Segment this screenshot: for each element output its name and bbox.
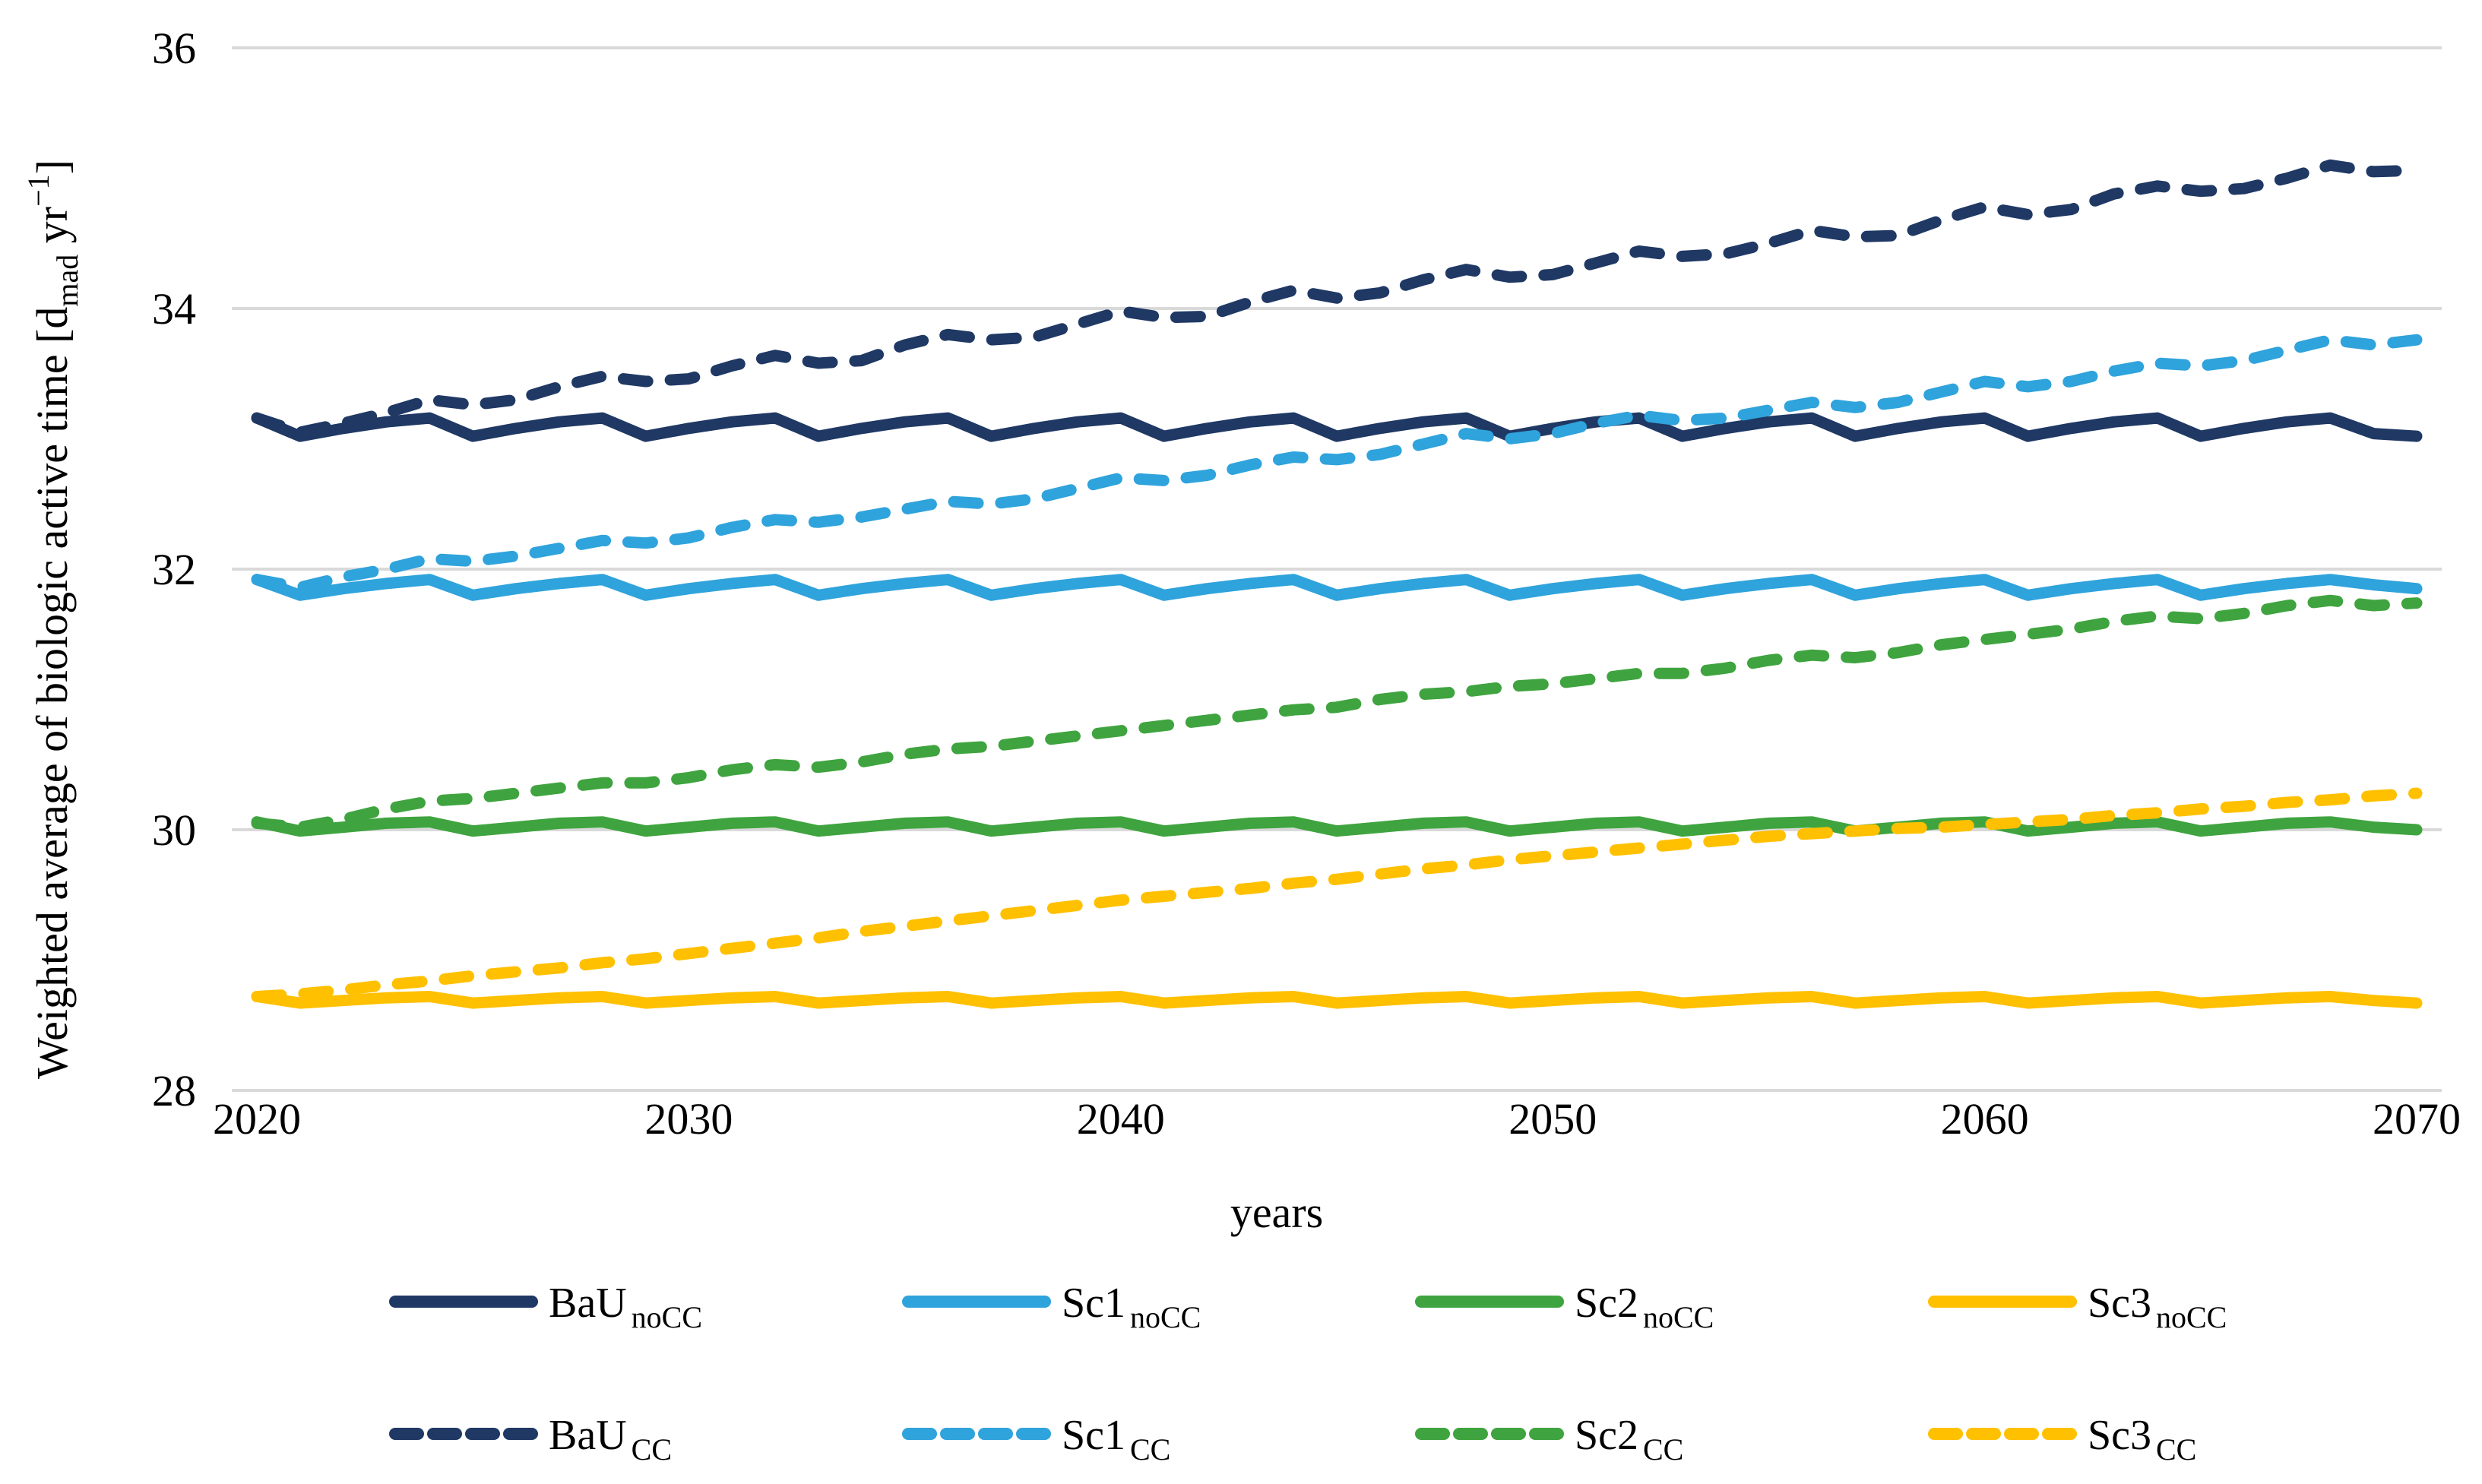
legend-item-Sc2-noCC: Sc2 noCC — [1415, 1280, 1714, 1334]
legend-label-subscript: CC — [632, 1432, 672, 1467]
legend-label: BaU noCC — [549, 1280, 702, 1334]
legend-item-Sc1-noCC: Sc1 noCC — [902, 1280, 1201, 1334]
legend-label-subscript: CC — [1643, 1432, 1683, 1467]
legend-item-Sc3-noCC: Sc3 noCC — [1928, 1280, 2227, 1334]
series-line-Sc1-CC — [251, 334, 2423, 593]
series-line-Sc2-CC — [251, 594, 2423, 834]
legend-label-subscript: noCC — [1130, 1300, 1201, 1334]
y-tick-label-36: 36 — [152, 24, 196, 73]
series-line-Sc3-noCC — [251, 991, 2423, 1009]
x-tick-label-2060: 2060 — [1941, 1094, 2029, 1144]
y-axis-title-subscript: mad — [50, 255, 84, 307]
legend-label-main: Sc3 — [2088, 1280, 2151, 1327]
legend-label-main: Sc2 — [1575, 1280, 1638, 1327]
y-tick-label-28: 28 — [152, 1066, 196, 1115]
x-tick-label-2040: 2040 — [1077, 1094, 1165, 1144]
legend-label: Sc1 CC — [1062, 1412, 1170, 1467]
legend-label-subscript: noCC — [1643, 1300, 1714, 1334]
y-axis-title-main: Weighted average of biologic active time… — [27, 307, 77, 1079]
legend-label-subscript: CC — [1130, 1432, 1170, 1467]
series-line-BaU-noCC — [251, 412, 2423, 442]
x-tick-label-2030: 2030 — [644, 1094, 733, 1144]
series-line-Sc1-noCC — [251, 574, 2423, 601]
y-tick-label-30: 30 — [152, 805, 196, 855]
series-line-Sc3-CC — [251, 787, 2423, 1002]
legend-label-main: Sc1 — [1062, 1412, 1125, 1459]
y-tick-label-32: 32 — [152, 545, 196, 594]
legend-label-main: BaU — [549, 1280, 627, 1327]
x-axis-title: years — [1230, 1188, 1323, 1237]
legend-item-BaU-noCC: BaU noCC — [389, 1280, 702, 1334]
legend-label-subscript: noCC — [632, 1300, 702, 1334]
y-axis-title-superscript: −1 — [21, 174, 55, 207]
y-axis-title-close-bracket: ] — [27, 160, 77, 174]
legend-label: BaU CC — [549, 1412, 672, 1467]
x-axis-tick-labels: 2020 2030 2040 2050 2060 2070 — [213, 1094, 2461, 1144]
y-tick-label-34: 34 — [152, 284, 196, 334]
legend-label-main: Sc3 — [2088, 1412, 2151, 1459]
legend-item-BaU-CC: BaU CC — [389, 1412, 672, 1467]
legend-label-subscript: noCC — [2156, 1300, 2227, 1334]
legend-label: Sc2 CC — [1575, 1412, 1683, 1467]
y-axis-tick-labels: 36 34 32 30 28 — [152, 24, 196, 1115]
y-axis-title-mid: yr — [27, 207, 77, 255]
legend-label: Sc2 noCC — [1575, 1280, 1714, 1334]
legend-label-main: Sc2 — [1575, 1412, 1638, 1459]
legend-label: Sc3 CC — [2088, 1412, 2196, 1467]
legend-label: Sc3 noCC — [2088, 1280, 2227, 1334]
series-line-Sc2-noCC — [251, 816, 2423, 837]
y-axis-title: Weighted average of biologic active time… — [21, 160, 84, 1079]
series-line-BaU-CC — [251, 159, 2423, 438]
legend-label: Sc1 noCC — [1062, 1280, 1201, 1334]
legend-item-Sc3-CC: Sc3 CC — [1928, 1412, 2196, 1467]
legend-label-main: Sc1 — [1062, 1280, 1125, 1327]
gridlines — [232, 46, 2442, 1092]
legend-label-subscript: CC — [2156, 1432, 2196, 1467]
series-lines — [251, 159, 2423, 1009]
x-tick-label-2070: 2070 — [2373, 1094, 2461, 1144]
legend-item-Sc1-CC: Sc1 CC — [902, 1412, 1170, 1467]
legend-item-Sc2-CC: Sc2 CC — [1415, 1412, 1683, 1467]
x-tick-label-2020: 2020 — [213, 1094, 301, 1144]
legend-label-main: BaU — [549, 1412, 627, 1459]
x-tick-label-2050: 2050 — [1509, 1094, 1597, 1144]
